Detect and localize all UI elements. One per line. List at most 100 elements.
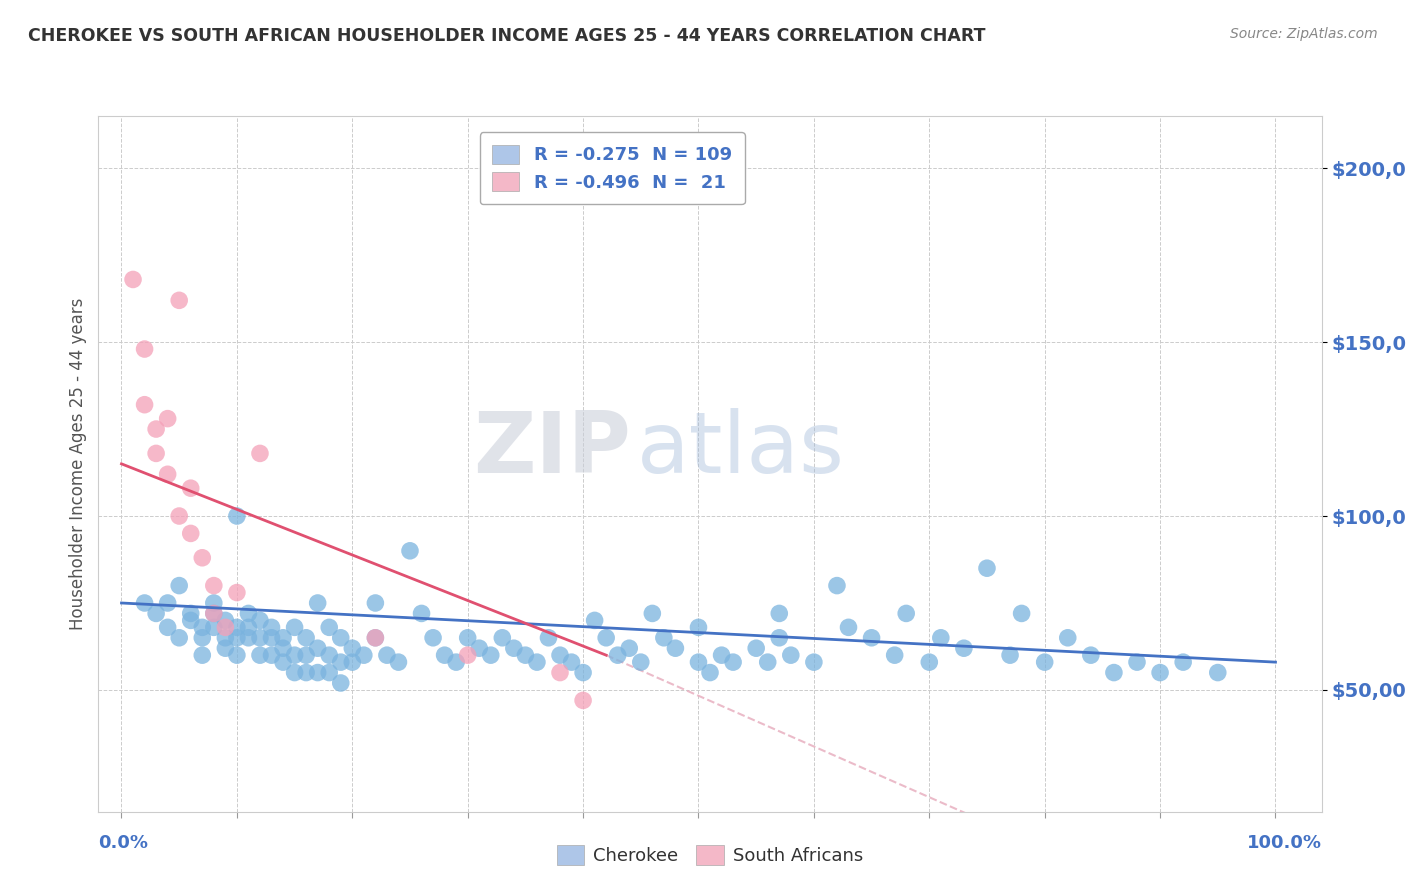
Point: [284, 648, 307, 662]
Point: [515, 648, 537, 662]
Point: [468, 641, 491, 656]
Point: [214, 614, 236, 628]
Point: [271, 655, 294, 669]
Point: [260, 631, 283, 645]
Point: [191, 550, 214, 565]
Point: [202, 578, 225, 592]
Point: [225, 620, 247, 634]
Point: [630, 655, 652, 669]
Point: [1080, 648, 1102, 662]
Point: [641, 607, 664, 621]
Point: [225, 631, 247, 645]
Point: [238, 607, 260, 621]
Point: [284, 620, 307, 634]
Point: [134, 342, 156, 356]
Point: [953, 641, 976, 656]
Point: [307, 596, 329, 610]
Point: [561, 655, 583, 669]
Point: [295, 631, 318, 645]
Text: CHEROKEE VS SOUTH AFRICAN HOUSEHOLDER INCOME AGES 25 - 44 YEARS CORRELATION CHAR: CHEROKEE VS SOUTH AFRICAN HOUSEHOLDER IN…: [28, 27, 986, 45]
Point: [214, 631, 236, 645]
Point: [688, 620, 710, 634]
Point: [342, 641, 364, 656]
Point: [271, 641, 294, 656]
Point: [929, 631, 952, 645]
Point: [768, 631, 790, 645]
Point: [710, 648, 733, 662]
Point: [756, 655, 779, 669]
Point: [318, 665, 340, 680]
Point: [364, 596, 387, 610]
Point: [249, 614, 271, 628]
Point: [457, 631, 479, 645]
Point: [837, 620, 859, 634]
Point: [295, 648, 318, 662]
Point: [180, 614, 202, 628]
Point: [202, 607, 225, 621]
Point: [883, 648, 905, 662]
Point: [214, 620, 236, 634]
Point: [1206, 665, 1229, 680]
Point: [318, 648, 340, 662]
Point: [295, 665, 318, 680]
Point: [583, 614, 606, 628]
Point: [375, 648, 398, 662]
Point: [1033, 655, 1056, 669]
Point: [502, 641, 524, 656]
Point: [191, 648, 214, 662]
Point: [145, 446, 167, 460]
Point: [364, 631, 387, 645]
Text: Source: ZipAtlas.com: Source: ZipAtlas.com: [1230, 27, 1378, 41]
Point: [595, 631, 617, 645]
Point: [364, 631, 387, 645]
Point: [457, 648, 479, 662]
Point: [180, 526, 202, 541]
Point: [548, 665, 571, 680]
Point: [1011, 607, 1033, 621]
Point: [202, 607, 225, 621]
Text: ZIP: ZIP: [472, 409, 630, 491]
Legend: Cherokee, South Africans: Cherokee, South Africans: [550, 838, 870, 872]
Point: [122, 272, 145, 286]
Point: [329, 655, 352, 669]
Point: [411, 607, 433, 621]
Point: [1173, 655, 1195, 669]
Point: [156, 467, 179, 482]
Y-axis label: Householder Income Ages 25 - 44 years: Householder Income Ages 25 - 44 years: [69, 298, 87, 630]
Point: [745, 641, 768, 656]
Point: [180, 607, 202, 621]
Point: [699, 665, 721, 680]
Point: [307, 641, 329, 656]
Point: [238, 620, 260, 634]
Point: [433, 648, 456, 662]
Point: [537, 631, 560, 645]
Point: [156, 411, 179, 425]
Point: [167, 578, 190, 592]
Point: [329, 676, 352, 690]
Point: [918, 655, 941, 669]
Point: [825, 578, 848, 592]
Point: [225, 508, 247, 523]
Point: [399, 543, 422, 558]
Point: [721, 655, 744, 669]
Point: [353, 648, 375, 662]
Point: [225, 585, 247, 599]
Point: [1056, 631, 1078, 645]
Point: [202, 596, 225, 610]
Point: [260, 648, 283, 662]
Point: [768, 607, 790, 621]
Point: [156, 620, 179, 634]
Point: [249, 446, 271, 460]
Point: [860, 631, 883, 645]
Point: [284, 665, 307, 680]
Point: [1149, 665, 1171, 680]
Point: [688, 655, 710, 669]
Point: [156, 596, 179, 610]
Point: [249, 631, 271, 645]
Point: [191, 620, 214, 634]
Text: 0.0%: 0.0%: [98, 834, 149, 852]
Point: [491, 631, 513, 645]
Point: [998, 648, 1021, 662]
Point: [191, 631, 214, 645]
Point: [619, 641, 641, 656]
